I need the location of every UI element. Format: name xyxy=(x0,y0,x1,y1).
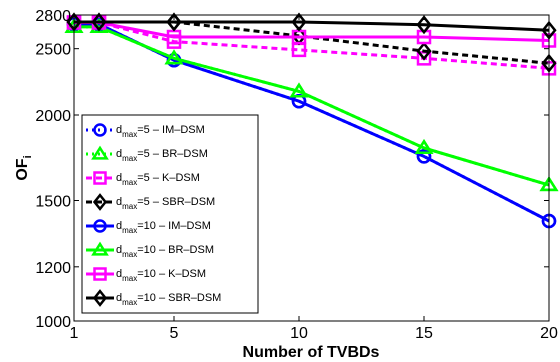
x-tick-label: 10 xyxy=(290,325,308,342)
x-axis-label: Number of TVBDs xyxy=(243,344,380,361)
x-tick-label: 1 xyxy=(70,325,79,342)
data-point xyxy=(414,139,434,155)
y-axis-label-sub: i xyxy=(22,155,34,158)
legend-swatch-marker xyxy=(93,219,107,233)
y-tick-label: 2800 xyxy=(35,8,71,25)
legend-label: dmax=10 – K–DSM xyxy=(116,268,206,283)
legend-swatch-marker xyxy=(93,123,107,137)
x-tick-label: 5 xyxy=(170,325,179,342)
legend-entry-3: dmax=5 – K–DSM xyxy=(86,171,200,187)
legend: dmax=5 – IM–DSM dmax=5 – BR–DSM dmax=5 – K… xyxy=(81,114,259,314)
y-tick-label: 1500 xyxy=(35,193,71,210)
plot-frame xyxy=(73,14,550,322)
legend-label: dmax=5 – IM–DSM xyxy=(116,124,205,139)
legend-label: dmax=5 – K–DSM xyxy=(116,172,200,187)
legend-entry-2: dmax=5 – BR–DSM xyxy=(86,145,208,163)
legend-swatch-marker xyxy=(93,171,107,185)
legend-entry-7: dmax=10 – K–DSM xyxy=(86,267,206,283)
legend-box xyxy=(81,114,259,314)
legend-swatch-marker xyxy=(92,193,108,211)
legend-label: dmax=5 – BR–DSM xyxy=(116,148,208,163)
legend-entry-5: dmax=10 – IM–DSM xyxy=(86,219,211,235)
data-point xyxy=(416,15,432,35)
data-point xyxy=(291,12,307,32)
data-point xyxy=(416,41,432,61)
x-tick-label: 20 xyxy=(540,325,558,342)
data-point xyxy=(289,82,309,98)
legend-entry-1: dmax=5 – IM–DSM xyxy=(86,123,205,139)
legend-entry-8: dmax=10 – SBR–DSM xyxy=(86,289,221,307)
data-point xyxy=(91,12,107,32)
y-tick-label: 1200 xyxy=(35,260,71,277)
legend-entry-6: dmax=10 – BR–DSM xyxy=(86,241,214,259)
series-8 xyxy=(66,12,557,40)
y-axis-label: OFi xyxy=(14,155,34,180)
data-point xyxy=(416,149,432,164)
legend-label: dmax=10 – BR–DSM xyxy=(116,244,214,259)
y-axis-label-main: OF xyxy=(14,158,31,180)
y-tick-label: 2500 xyxy=(35,42,71,59)
y-tick-label: 1000 xyxy=(35,314,71,331)
series-line-7 xyxy=(74,21,550,42)
data-point xyxy=(166,12,182,32)
legend-label: dmax=10 – IM–DSM xyxy=(116,220,211,235)
legend-swatch-marker xyxy=(92,289,108,307)
legend-swatch-marker xyxy=(91,145,109,160)
series-line-8 xyxy=(74,20,550,32)
legend-entry-4: dmax=5 – SBR–DSM xyxy=(86,193,215,211)
legend-label: dmax=10 – SBR–DSM xyxy=(116,292,221,307)
x-tick-label: 15 xyxy=(415,325,433,342)
y-tick-label: 2000 xyxy=(35,108,71,125)
legend-swatch-marker xyxy=(91,241,109,256)
data-point xyxy=(164,49,184,65)
legend-label: dmax=5 – SBR–DSM xyxy=(116,196,215,211)
legend-swatch-marker xyxy=(93,267,107,281)
